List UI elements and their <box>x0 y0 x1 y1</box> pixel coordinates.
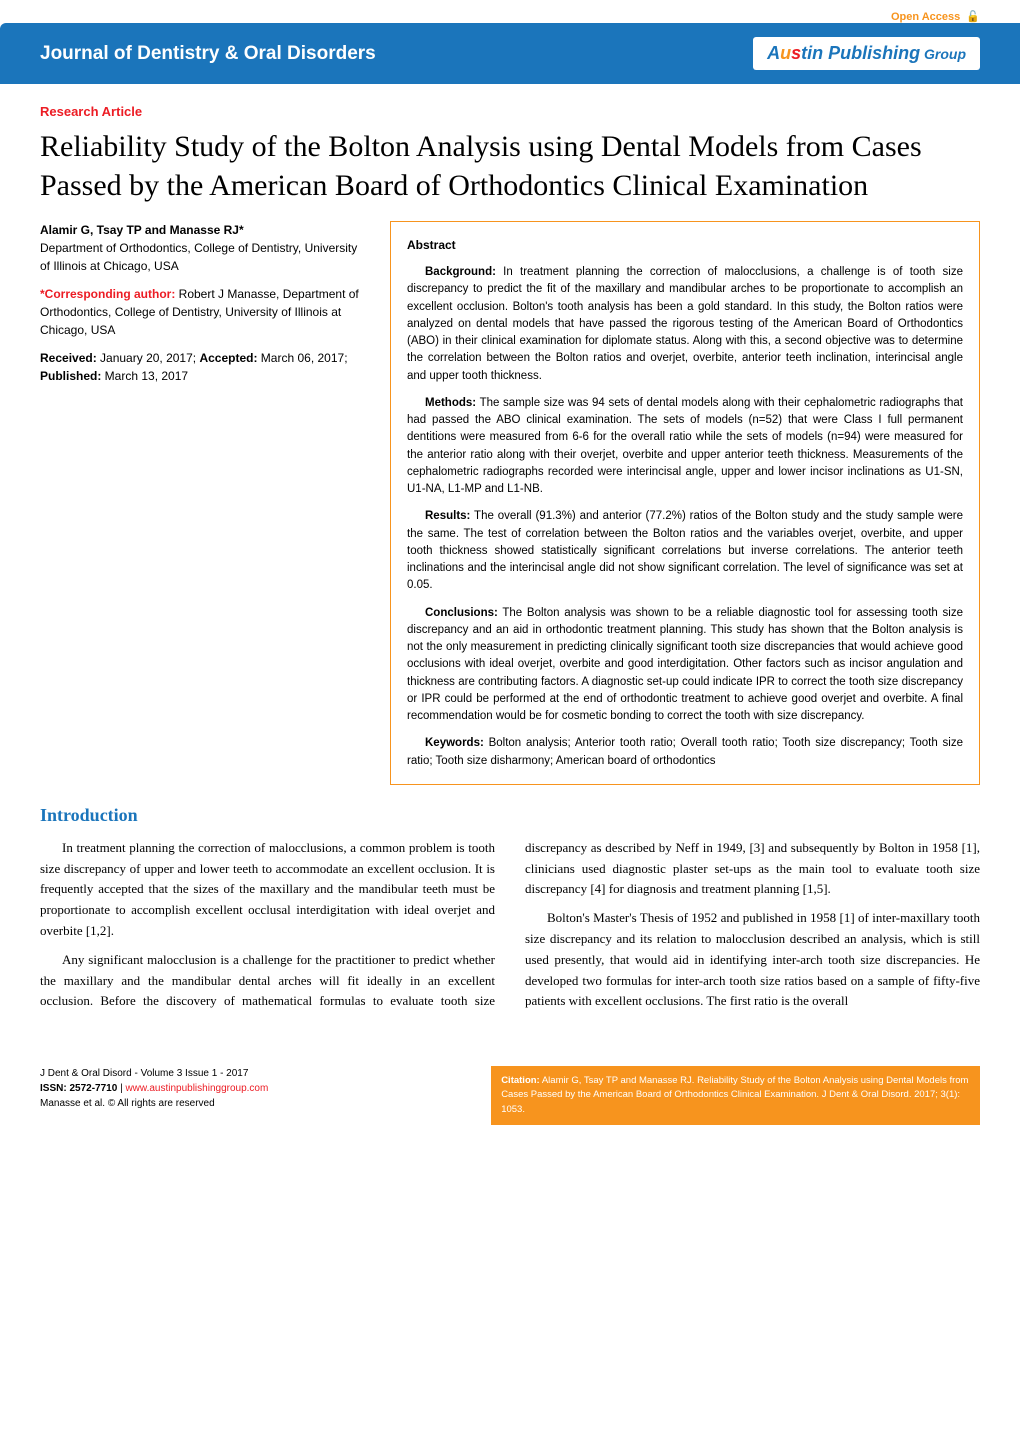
header-bar: Journal of Dentistry & Oral Disorders Au… <box>0 23 1020 84</box>
footer: J Dent & Oral Disord - Volume 3 Issue 1 … <box>40 1066 980 1125</box>
open-access-text: Open Access <box>891 11 960 23</box>
publisher-logo: Austin Publishing Group <box>753 37 980 70</box>
bg-text: In treatment planning the correction of … <box>407 266 963 382</box>
introduction-heading: Introduction <box>40 805 980 826</box>
logo-letter: s <box>791 43 801 63</box>
corresponding-label: *Corresponding author: <box>40 287 175 301</box>
logo-letter: A <box>767 43 780 63</box>
accepted-label: Accepted: <box>199 351 257 365</box>
open-access-badge: Open Access 🔓 <box>0 0 1020 23</box>
journal-name: Journal of Dentistry & Oral Disorders <box>40 43 376 65</box>
footer-link[interactable]: www.austinpublishinggroup.com <box>125 1083 268 1094</box>
keywords-label: Keywords: <box>425 737 484 749</box>
dates: Received: January 20, 2017; Accepted: Ma… <box>40 349 370 385</box>
intro-p3: Bolton's Master's Thesis of 1952 and pub… <box>525 908 980 1012</box>
abstract-conclusions: Conclusions: The Bolton analysis was sho… <box>407 605 963 726</box>
methods-label: Methods: <box>425 397 476 409</box>
affiliation: Department of Orthodontics, College of D… <box>40 239 370 275</box>
footer-issn-row: ISSN: 2572-7710 | www.austinpublishinggr… <box>40 1081 471 1096</box>
logo-rest: tin Publishing <box>801 43 920 63</box>
lock-icon: 🔓 <box>966 11 980 23</box>
abstract-methods: Methods: The sample size was 94 sets of … <box>407 395 963 499</box>
accepted-date: March 06, 2017; <box>257 351 347 365</box>
citation-text: Alamir G, Tsay TP and Manasse RJ. Reliab… <box>501 1075 968 1115</box>
meta-abstract-row: Alamir G, Tsay TP and Manasse RJ* Depart… <box>40 221 980 785</box>
received-label: Received: <box>40 351 97 365</box>
introduction-body: In treatment planning the correction of … <box>40 838 980 1016</box>
logo-group: Group <box>920 46 966 62</box>
article-title: Reliability Study of the Bolton Analysis… <box>40 127 980 205</box>
footer-rights: Manasse et al. © All rights are reserved <box>40 1096 471 1111</box>
conclusions-text: The Bolton analysis was shown to be a re… <box>407 607 963 723</box>
footer-citation-box: Citation: Alamir G, Tsay TP and Manasse … <box>491 1066 980 1125</box>
corresponding-author: *Corresponding author: Robert J Manasse,… <box>40 285 370 339</box>
published-date: March 13, 2017 <box>101 369 188 383</box>
published-label: Published: <box>40 369 101 383</box>
abstract-results: Results: The overall (91.3%) and anterio… <box>407 508 963 594</box>
abstract-keywords: Keywords: Bolton analysis; Anterior toot… <box>407 735 963 770</box>
citation-label: Citation: <box>501 1075 540 1086</box>
results-text: The overall (91.3%) and anterior (77.2%)… <box>407 510 963 591</box>
methods-text: The sample size was 94 sets of dental mo… <box>407 397 963 495</box>
conclusions-label: Conclusions: <box>425 607 498 619</box>
keywords-text: Bolton analysis; Anterior tooth ratio; O… <box>407 737 963 766</box>
footer-issn: ISSN: 2572-7710 <box>40 1083 117 1094</box>
received-date: January 20, 2017; <box>97 351 200 365</box>
meta-column: Alamir G, Tsay TP and Manasse RJ* Depart… <box>40 221 370 785</box>
abstract-box: Abstract Background: In treatment planni… <box>390 221 980 785</box>
bg-label: Background: <box>425 266 496 278</box>
main-content: Research Article Reliability Study of th… <box>0 84 1020 1036</box>
footer-left: J Dent & Oral Disord - Volume 3 Issue 1 … <box>40 1066 491 1125</box>
results-label: Results: <box>425 510 470 522</box>
abstract-heading: Abstract <box>407 236 963 254</box>
authors: Alamir G, Tsay TP and Manasse RJ* <box>40 221 370 239</box>
footer-volume: J Dent & Oral Disord - Volume 3 Issue 1 … <box>40 1066 471 1081</box>
intro-p1: In treatment planning the correction of … <box>40 838 495 942</box>
abstract-background: Background: In treatment planning the co… <box>407 264 963 385</box>
logo-letter: u <box>780 43 791 63</box>
article-type: Research Article <box>40 104 980 119</box>
